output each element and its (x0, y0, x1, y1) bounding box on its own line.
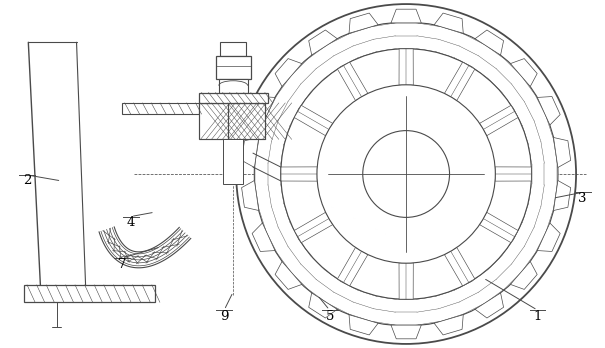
Bar (122, 103, 198, 114)
Polygon shape (537, 223, 560, 252)
Bar (228, 103, 264, 139)
Polygon shape (445, 62, 475, 101)
Polygon shape (294, 105, 333, 136)
Circle shape (236, 4, 576, 344)
Polygon shape (241, 137, 259, 167)
Bar (198, 103, 230, 139)
Circle shape (317, 85, 495, 263)
Text: 4: 4 (126, 216, 135, 229)
Text: 1: 1 (534, 310, 541, 323)
Polygon shape (475, 30, 503, 55)
Bar (223, 139, 243, 184)
Polygon shape (309, 30, 337, 55)
Polygon shape (309, 293, 337, 318)
Polygon shape (399, 49, 413, 85)
Polygon shape (294, 212, 333, 243)
Polygon shape (349, 315, 378, 335)
Polygon shape (537, 96, 560, 125)
Polygon shape (252, 96, 275, 125)
Text: 3: 3 (578, 192, 587, 205)
Polygon shape (554, 181, 571, 211)
Polygon shape (434, 13, 463, 33)
Polygon shape (399, 263, 413, 299)
Polygon shape (252, 223, 275, 252)
Text: 5: 5 (325, 310, 334, 323)
Polygon shape (480, 212, 518, 243)
Polygon shape (554, 137, 571, 167)
Polygon shape (475, 293, 503, 318)
Polygon shape (495, 167, 531, 181)
Bar (219, 79, 247, 93)
Polygon shape (338, 247, 368, 286)
Polygon shape (511, 261, 537, 290)
Circle shape (281, 49, 531, 299)
Polygon shape (281, 167, 317, 181)
Polygon shape (241, 181, 259, 211)
Polygon shape (275, 261, 302, 290)
Polygon shape (275, 58, 302, 87)
Circle shape (254, 22, 558, 326)
Bar (198, 93, 268, 103)
Polygon shape (480, 105, 518, 136)
Polygon shape (511, 58, 537, 87)
Bar (24, 285, 155, 302)
Polygon shape (349, 13, 378, 33)
Polygon shape (391, 9, 421, 23)
Circle shape (363, 130, 450, 218)
Text: 9: 9 (220, 310, 229, 323)
Text: 7: 7 (117, 258, 126, 271)
Bar (216, 56, 250, 79)
Polygon shape (434, 315, 463, 335)
Polygon shape (391, 325, 421, 339)
Polygon shape (338, 62, 368, 101)
Text: 2: 2 (23, 174, 31, 188)
Bar (220, 42, 246, 56)
Polygon shape (445, 247, 475, 286)
